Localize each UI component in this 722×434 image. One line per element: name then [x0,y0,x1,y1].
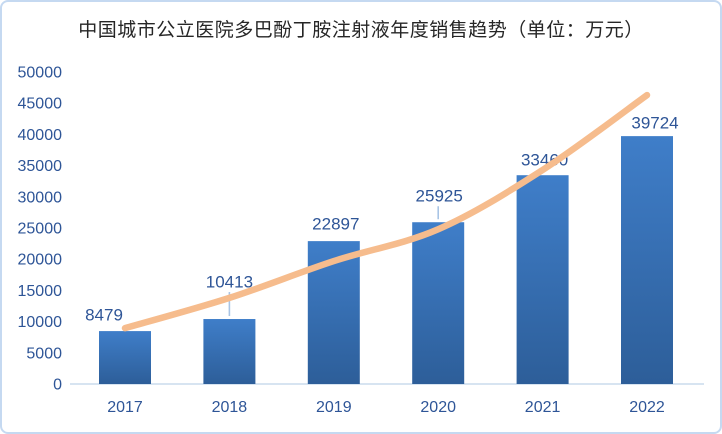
x-axis-label: 2020 [420,399,456,416]
data-label: 25925 [416,187,463,206]
x-axis-label: 2018 [212,399,248,416]
y-axis-tick-label: 25000 [18,221,63,238]
x-axis-label: 2021 [525,399,561,416]
bar-2018 [203,319,256,384]
y-axis-tick-label: 0 [53,377,62,394]
y-axis-tick-label: 5000 [26,345,62,362]
bar-2021 [516,175,569,384]
chart-title: 中国城市公立医院多巴酚丁胺注射液年度销售趋势（单位：万元） [78,20,644,41]
trendline [121,91,651,332]
data-label: 39724 [631,114,678,133]
y-axis-tick-label: 50000 [18,65,63,82]
x-axis-label: 2017 [107,399,143,416]
data-label: 10413 [206,273,253,292]
y-axis-tick-label: 10000 [18,314,63,331]
x-axis-label: 2022 [629,399,665,416]
bar-2020 [412,222,465,384]
y-axis-tick-label: 35000 [18,158,63,175]
bar-2022 [621,136,673,384]
y-axis-tick-label: 30000 [18,189,63,206]
data-label: 8479 [85,306,123,325]
y-axis-tick-label: 40000 [18,127,63,144]
y-axis-tick-label: 45000 [18,96,63,113]
x-axis-label: 2019 [316,399,352,416]
data-label: 22897 [312,215,359,234]
y-axis-tick-label: 15000 [18,283,63,300]
bar-2017 [99,331,151,384]
y-axis-tick-label: 20000 [18,252,63,269]
data-label: 33460 [521,151,568,170]
